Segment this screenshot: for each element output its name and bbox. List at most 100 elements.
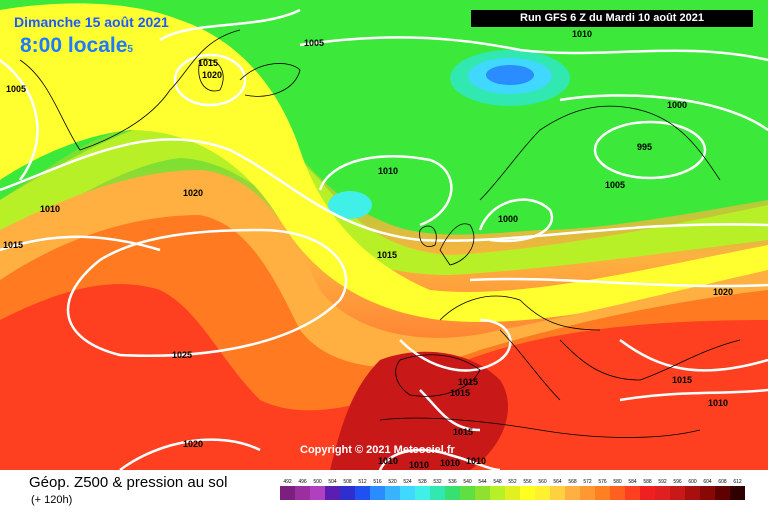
forecast-date: Dimanche 15 août 2021 bbox=[14, 14, 169, 30]
isobars bbox=[0, 8, 768, 470]
isobar-label: 1010 bbox=[409, 460, 429, 470]
legend-value: 512 bbox=[358, 479, 367, 485]
legend-value: 520 bbox=[388, 479, 397, 485]
legend-value: 496 bbox=[298, 479, 307, 485]
legend-swatch bbox=[565, 486, 580, 500]
copyright: Copyright © 2021 Meteociel.fr bbox=[300, 444, 455, 456]
isobar-label: 1020 bbox=[202, 70, 222, 80]
legend-value: 552 bbox=[508, 479, 517, 485]
isobar-label: 1020 bbox=[183, 188, 203, 198]
isobar-label: 1015 bbox=[450, 388, 470, 398]
legend-value: 540 bbox=[463, 479, 472, 485]
legend-swatch bbox=[400, 486, 415, 500]
isobar-label: 1020 bbox=[713, 287, 733, 297]
isobar-label: 1005 bbox=[6, 84, 26, 94]
legend-value: 500 bbox=[313, 479, 322, 485]
legend-value: 584 bbox=[628, 479, 637, 485]
lightgreen-band bbox=[0, 111, 768, 275]
isobar-label: 1005 bbox=[304, 38, 324, 48]
legend-value: 600 bbox=[688, 479, 697, 485]
legend-swatch bbox=[685, 486, 700, 500]
forecast-time-value: 8:00 locale bbox=[20, 34, 128, 57]
legend-value: 560 bbox=[538, 479, 547, 485]
darkred-zone bbox=[330, 351, 509, 470]
legend-panel: Géop. Z500 & pression au sol (+ 120h) 49… bbox=[0, 470, 768, 512]
isobar-label: 1000 bbox=[498, 214, 518, 224]
legend-swatch bbox=[430, 486, 445, 500]
legend-swatch bbox=[670, 486, 685, 500]
isobar-label: 1015 bbox=[672, 375, 692, 385]
low-cyan-core bbox=[486, 65, 534, 85]
map-subtitle: (+ 120h) bbox=[31, 494, 73, 506]
legend-value: 568 bbox=[568, 479, 577, 485]
legend-swatch bbox=[640, 486, 655, 500]
legend-swatch bbox=[355, 486, 370, 500]
coastlines bbox=[19, 29, 741, 438]
forecast-time-suffix: 5 bbox=[127, 44, 133, 55]
legend-swatch bbox=[385, 486, 400, 500]
legend-swatch bbox=[295, 486, 310, 500]
legend-swatch bbox=[415, 486, 430, 500]
small-low bbox=[328, 191, 372, 219]
legend-swatch bbox=[340, 486, 355, 500]
legend-swatch bbox=[595, 486, 610, 500]
legend-value: 564 bbox=[553, 479, 562, 485]
legend-swatch bbox=[535, 486, 550, 500]
legend-value: 548 bbox=[493, 479, 502, 485]
legend-swatch bbox=[280, 486, 295, 500]
legend-swatch bbox=[325, 486, 340, 500]
legend-swatch bbox=[460, 486, 475, 500]
legend-swatch bbox=[730, 486, 745, 500]
legend-value: 492 bbox=[283, 479, 292, 485]
isobar-label: 1010 bbox=[440, 458, 460, 468]
red-zone bbox=[0, 284, 768, 470]
legend-swatch bbox=[655, 486, 670, 500]
legend-swatch bbox=[370, 486, 385, 500]
legend-swatches bbox=[280, 486, 745, 500]
isobar-label: 1015 bbox=[458, 377, 478, 387]
isobar-label: 1015 bbox=[198, 58, 218, 68]
legend-value: 580 bbox=[613, 479, 622, 485]
map-title: Géop. Z500 & pression au sol bbox=[29, 474, 228, 491]
isobar-label: 1010 bbox=[40, 204, 60, 214]
legend-value: 516 bbox=[373, 479, 382, 485]
legend-value: 576 bbox=[598, 479, 607, 485]
legend-swatch bbox=[700, 486, 715, 500]
legend-swatch bbox=[310, 486, 325, 500]
run-info: Run GFS 6 Z du Mardi 10 août 2021 bbox=[471, 10, 753, 27]
legend-value: 608 bbox=[718, 479, 727, 485]
isobar-label: 1015 bbox=[3, 240, 23, 250]
isobar-label: 1000 bbox=[667, 100, 687, 110]
legend-swatch bbox=[610, 486, 625, 500]
legend-swatch bbox=[550, 486, 565, 500]
isobar-label: 995 bbox=[637, 142, 652, 152]
legend-swatch bbox=[625, 486, 640, 500]
legend-value: 612 bbox=[733, 479, 742, 485]
legend-value: 504 bbox=[328, 479, 337, 485]
isobar-label: 1010 bbox=[466, 456, 486, 466]
isobar-label: 1005 bbox=[605, 180, 625, 190]
isobar-label: 1025 bbox=[172, 350, 192, 360]
legend-swatch bbox=[580, 486, 595, 500]
z500-map: 1005 1015 1020 1005 1010 1000 995 1005 1… bbox=[0, 0, 768, 470]
legend-swatch bbox=[505, 486, 520, 500]
legend-swatch bbox=[475, 486, 490, 500]
legend-value: 528 bbox=[418, 479, 427, 485]
isobar-label: 1010 bbox=[378, 456, 398, 466]
legend-swatch bbox=[715, 486, 730, 500]
legend-labels: 492 496 500 504 508 512 516 520 524 528 532 536 540 5… bbox=[280, 479, 745, 485]
legend-swatch bbox=[445, 486, 460, 500]
legend-value: 524 bbox=[403, 479, 412, 485]
legend-value: 592 bbox=[658, 479, 667, 485]
isobar-label: 1010 bbox=[378, 166, 398, 176]
legend-value: 544 bbox=[478, 479, 487, 485]
legend-value: 536 bbox=[448, 479, 457, 485]
isobar-label: 1020 bbox=[183, 439, 203, 449]
isobar-label: 1010 bbox=[572, 29, 592, 39]
legend-value: 588 bbox=[643, 479, 652, 485]
legend-value: 596 bbox=[673, 479, 682, 485]
forecast-time: 8:00 locale5 bbox=[20, 34, 133, 58]
legend-swatch bbox=[520, 486, 535, 500]
legend-value: 532 bbox=[433, 479, 442, 485]
